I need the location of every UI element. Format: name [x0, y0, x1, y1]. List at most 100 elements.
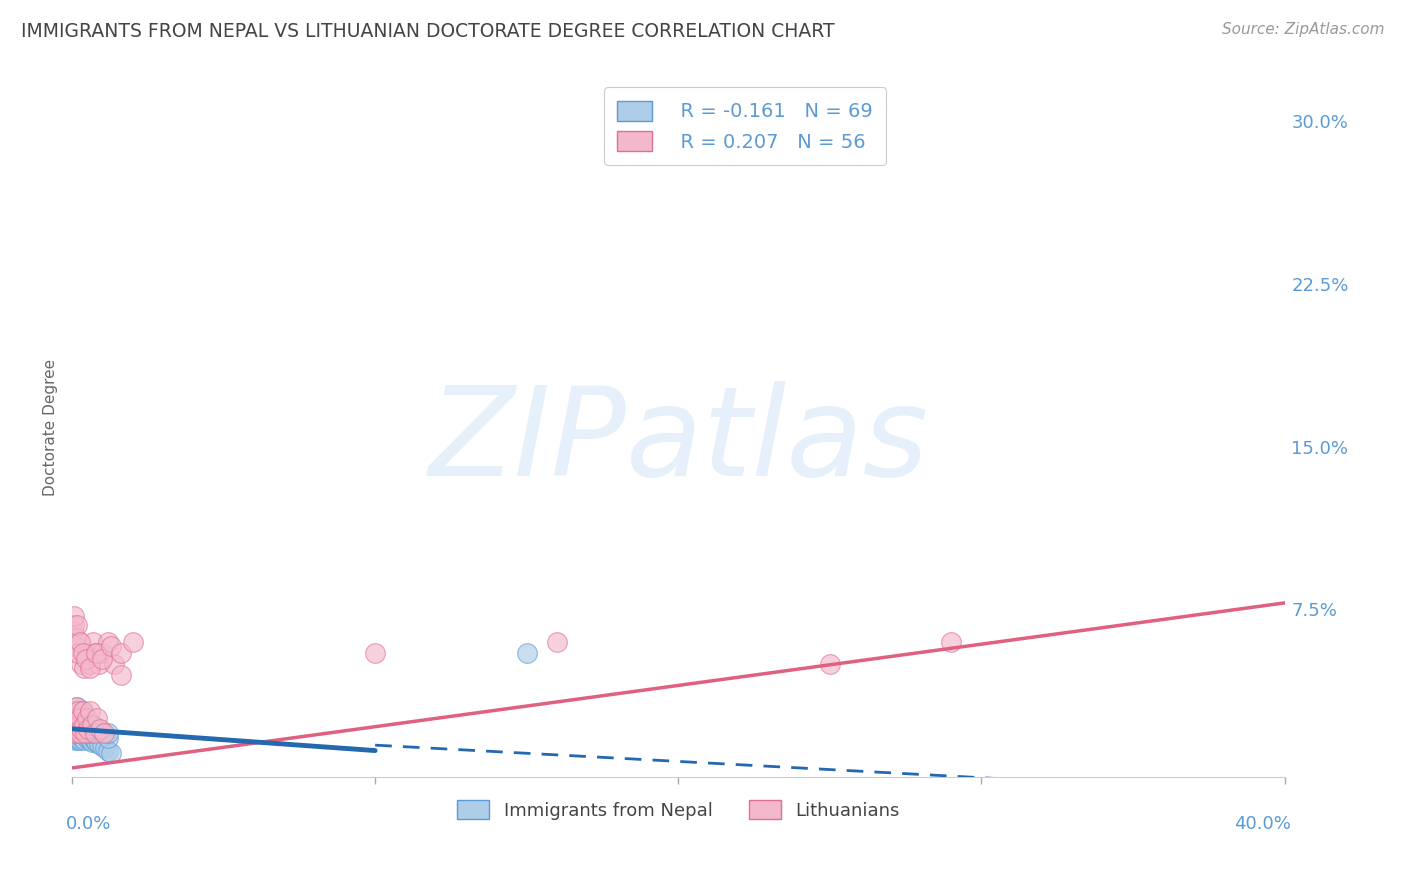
Text: 40.0%: 40.0%: [1233, 815, 1291, 833]
Point: [79, 732, 101, 747]
Point: [67, 711, 90, 725]
Point: [818, 657, 841, 671]
Point: [89, 722, 111, 736]
Point: [110, 646, 132, 660]
Point: [72, 722, 94, 736]
Point: [73, 708, 96, 723]
Point: [69, 715, 91, 730]
Point: [67, 717, 90, 731]
Point: [73, 661, 96, 675]
Point: [91, 739, 114, 754]
Point: [73, 717, 96, 731]
Point: [67, 646, 90, 660]
Point: [76, 646, 98, 660]
Point: [364, 646, 387, 660]
Point: [100, 640, 122, 654]
Point: [79, 726, 101, 740]
Point: [80, 735, 103, 749]
Point: [121, 635, 143, 649]
Point: [70, 726, 93, 740]
Point: [65, 731, 87, 745]
Point: [63, 711, 86, 725]
Point: [97, 743, 120, 757]
Point: [89, 737, 111, 751]
Point: [75, 652, 97, 666]
Point: [67, 726, 90, 740]
Point: [76, 722, 98, 736]
Point: [70, 657, 93, 671]
Point: [79, 657, 101, 671]
Point: [84, 646, 107, 660]
Point: [82, 635, 104, 649]
Point: [546, 635, 568, 649]
Y-axis label: Doctorate Degree: Doctorate Degree: [44, 359, 58, 496]
Point: [72, 646, 94, 660]
Point: [84, 646, 107, 660]
Point: [69, 635, 91, 649]
Point: [77, 726, 100, 740]
Point: [67, 722, 90, 736]
Point: [66, 711, 89, 725]
Point: [67, 722, 90, 736]
Point: [89, 657, 111, 671]
Point: [103, 657, 125, 671]
Point: [69, 711, 91, 725]
Point: [70, 717, 93, 731]
Point: [93, 726, 115, 740]
Point: [69, 717, 91, 731]
Point: [110, 667, 132, 681]
Point: [70, 717, 93, 731]
Point: [82, 731, 104, 745]
Point: [73, 717, 96, 731]
Point: [83, 732, 105, 747]
Point: [75, 726, 97, 740]
Text: 0.0%: 0.0%: [66, 815, 111, 833]
Point: [69, 726, 91, 740]
Point: [63, 726, 86, 740]
Point: [97, 726, 120, 740]
Point: [65, 726, 87, 740]
Point: [62, 617, 84, 632]
Point: [82, 717, 104, 731]
Point: [65, 700, 87, 714]
Point: [69, 726, 91, 740]
Point: [65, 726, 87, 740]
Point: [63, 726, 86, 740]
Point: [63, 717, 86, 731]
Point: [69, 711, 91, 725]
Point: [73, 713, 96, 727]
Point: [63, 711, 86, 725]
Point: [94, 741, 117, 756]
Point: [72, 731, 94, 745]
Point: [63, 722, 86, 736]
Point: [67, 705, 90, 719]
Point: [516, 646, 538, 660]
Text: Source: ZipAtlas.com: Source: ZipAtlas.com: [1222, 22, 1385, 37]
Point: [82, 717, 104, 731]
Point: [62, 705, 84, 719]
Point: [65, 717, 87, 731]
Point: [73, 732, 96, 747]
Point: [65, 717, 87, 731]
Point: [77, 722, 100, 736]
Point: [69, 732, 91, 747]
Text: ZIPatlas: ZIPatlas: [429, 381, 928, 501]
Point: [66, 732, 89, 747]
Point: [100, 746, 122, 760]
Point: [66, 711, 89, 725]
Point: [63, 609, 86, 624]
Point: [91, 726, 114, 740]
Point: [69, 722, 91, 736]
Point: [83, 726, 105, 740]
Point: [91, 646, 114, 660]
Point: [67, 717, 90, 731]
Point: [72, 717, 94, 731]
Point: [91, 652, 114, 666]
Point: [76, 731, 98, 745]
Point: [79, 705, 101, 719]
Point: [72, 726, 94, 740]
Point: [76, 711, 98, 725]
Point: [67, 731, 90, 745]
Point: [72, 705, 94, 719]
Point: [65, 617, 87, 632]
